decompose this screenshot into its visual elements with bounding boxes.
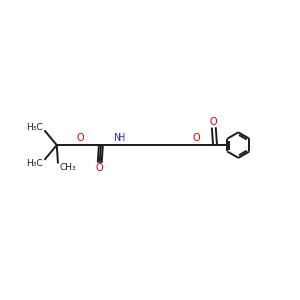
Text: H₃C: H₃C <box>26 123 43 132</box>
Text: N: N <box>114 133 121 143</box>
Text: H₃C: H₃C <box>26 158 43 167</box>
Text: O: O <box>96 163 103 173</box>
Text: O: O <box>76 133 84 143</box>
Text: CH₃: CH₃ <box>60 164 76 172</box>
Text: O: O <box>210 117 218 127</box>
Text: O: O <box>193 133 200 143</box>
Text: H: H <box>118 133 125 143</box>
